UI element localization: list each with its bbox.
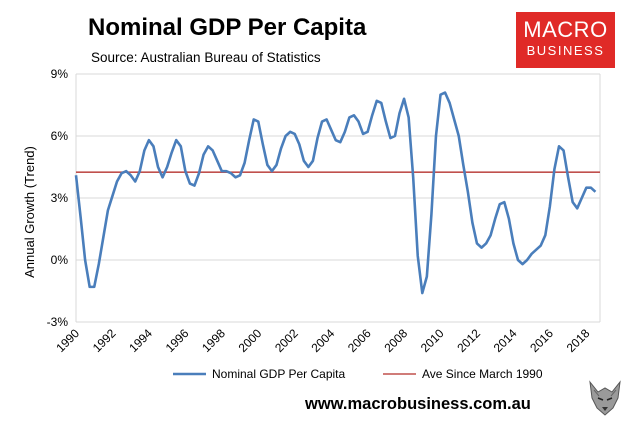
- y-tick-label: 9%: [51, 67, 69, 81]
- x-tick-label: 2016: [527, 326, 556, 355]
- x-tick-label: 2012: [454, 326, 483, 355]
- x-tick-label: 1998: [199, 326, 228, 355]
- y-axis-label: Annual Growth (Trend): [22, 146, 37, 278]
- macrobusiness-logo: MACRO BUSINESS: [516, 12, 615, 68]
- x-tick-label: 1992: [90, 326, 119, 355]
- x-tick-label: 2002: [272, 326, 301, 355]
- x-tick-label: 2006: [345, 326, 374, 355]
- series-lines: [74, 91, 600, 295]
- y-tick-label: -3%: [47, 315, 69, 329]
- y-tick-label: 6%: [51, 129, 69, 143]
- x-tick-label: 2004: [309, 326, 338, 355]
- chart-subtitle: Source: Australian Bureau of Statistics: [91, 50, 321, 65]
- logo-line-2: BUSINESS: [526, 43, 605, 58]
- chart-title: Nominal GDP Per Capita: [88, 14, 367, 41]
- legend-gdp-label: Nominal GDP Per Capita: [212, 367, 345, 381]
- x-tick-label: 2018: [564, 326, 593, 355]
- logo-line-1: MACRO: [523, 17, 608, 42]
- website-url: www.macrobusiness.com.au: [305, 395, 531, 413]
- y-tick-labels: -3% 0% 3% 6% 9%: [47, 67, 69, 329]
- y-gridlines: [75, 73, 601, 323]
- legend-average-label: Ave Since March 1990: [422, 367, 543, 381]
- x-tick-label: 2010: [418, 326, 447, 355]
- x-tick-label: 1994: [126, 326, 155, 355]
- y-tick-label: 3%: [51, 191, 69, 205]
- x-tick-label: 2000: [236, 326, 265, 355]
- legend: Nominal GDP Per Capita Ave Since March 19…: [173, 367, 543, 381]
- x-tick-label: 1990: [53, 326, 82, 355]
- x-tick-label: 1996: [163, 326, 192, 355]
- x-tick-label: 2008: [381, 326, 410, 355]
- y-tick-label: 0%: [51, 253, 69, 267]
- x-tick-label: 2014: [491, 326, 520, 355]
- x-tick-labels: 1990 1992 1994 1996 1998 2000 2002 2004 2006 2008…: [53, 326, 592, 355]
- gdp-per-capita-line: [74, 91, 597, 295]
- wolf-logo-icon: [586, 378, 624, 418]
